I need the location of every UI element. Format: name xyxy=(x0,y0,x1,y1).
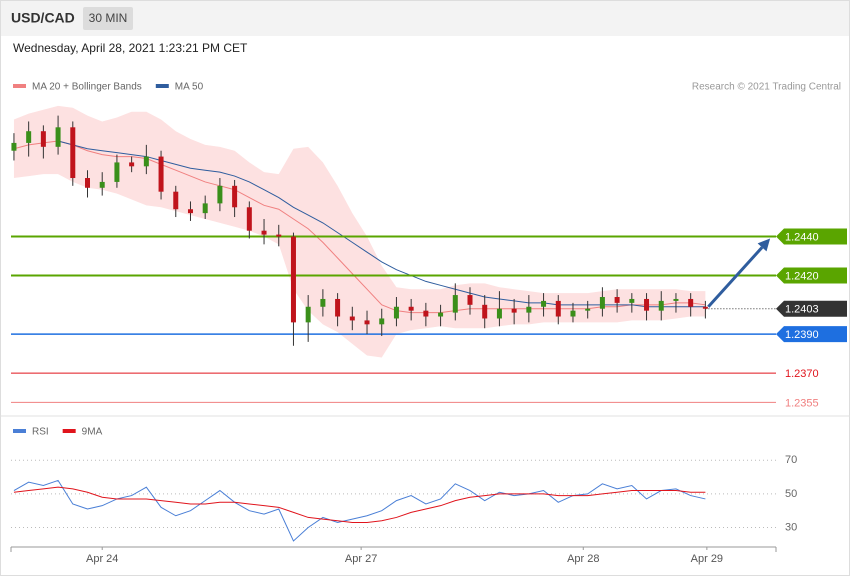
y-tick-label: 50 xyxy=(785,488,797,500)
bollinger-band xyxy=(13,105,706,358)
level-tag xyxy=(776,267,847,284)
candle-body xyxy=(40,131,46,147)
candle-body xyxy=(629,298,635,303)
candle-body xyxy=(99,181,105,188)
candle-body xyxy=(217,185,223,204)
candle-body xyxy=(673,298,679,301)
candle-body xyxy=(585,308,591,311)
candle-body xyxy=(129,162,135,167)
candle-body xyxy=(438,312,444,317)
candle-body xyxy=(452,295,458,313)
candle-body xyxy=(482,304,488,319)
candle-body xyxy=(467,295,473,305)
legend-swatch xyxy=(155,84,169,88)
candle-body xyxy=(276,234,282,237)
candle-body xyxy=(496,308,502,319)
level-label: 1.2355 xyxy=(785,397,819,409)
candle-body xyxy=(261,230,267,235)
candle-body xyxy=(526,306,532,313)
candle-body xyxy=(702,306,708,309)
candle-body xyxy=(335,298,341,317)
forecast-arrow xyxy=(707,246,764,308)
legend-swatch xyxy=(13,84,26,88)
source: Research © 2021 Trading Central xyxy=(692,82,841,93)
candle-body xyxy=(85,178,90,188)
level-label: 1.2370 xyxy=(785,368,819,380)
candle-body xyxy=(379,318,385,325)
rsi-line xyxy=(13,486,706,523)
candle-body xyxy=(393,306,399,319)
candle-body xyxy=(599,297,605,309)
legend-swatch xyxy=(62,429,76,433)
candle-body xyxy=(305,306,311,323)
candle-body xyxy=(555,300,561,317)
candle-body xyxy=(364,320,370,325)
x-tick-label: Apr 28 xyxy=(567,553,599,565)
level-tag xyxy=(776,228,847,245)
candle-body xyxy=(511,308,517,313)
candle-body xyxy=(290,236,296,323)
header-bar xyxy=(0,0,850,36)
timeframe-box xyxy=(83,7,133,30)
candle-body xyxy=(246,207,252,231)
ma-line xyxy=(13,140,706,314)
level-label: 1.2440 xyxy=(785,231,819,243)
candle-body xyxy=(70,127,76,179)
candle-body xyxy=(688,298,694,307)
legend-label: MA 50 xyxy=(175,82,204,93)
candle-body xyxy=(173,191,179,210)
arrow-head xyxy=(757,238,771,252)
x-tick-label: Apr 27 xyxy=(345,553,377,565)
rsi-line xyxy=(13,479,706,542)
y-tick-label: 70 xyxy=(785,454,797,466)
candle-body xyxy=(202,203,208,214)
legend-label: 9MA xyxy=(82,427,103,438)
candle-body xyxy=(349,316,355,321)
level-tag xyxy=(776,326,847,343)
x-tick-label: Apr 24 xyxy=(86,553,118,565)
candle-body xyxy=(320,298,326,307)
level-label: 1.2390 xyxy=(785,329,819,341)
candle-body xyxy=(644,298,650,311)
candle-body xyxy=(423,310,429,317)
candle-body xyxy=(187,209,193,214)
candle-body xyxy=(11,142,17,151)
candle-body xyxy=(541,300,547,307)
legend-label: MA 20 + Bollinger Bands xyxy=(32,82,142,93)
candle-body xyxy=(143,156,149,167)
chart-title: USD/CAD xyxy=(11,10,75,26)
candle-body xyxy=(408,306,414,311)
level-tag xyxy=(776,300,847,317)
candle-body xyxy=(114,162,120,182)
candle-body xyxy=(570,310,576,317)
candle-body xyxy=(614,297,620,303)
level-label: 1.2420 xyxy=(785,270,819,282)
timeframe: 30 MIN xyxy=(89,11,128,25)
candle-body xyxy=(55,127,61,147)
legend-swatch xyxy=(13,429,26,433)
candle-body xyxy=(232,185,238,208)
legend-label: RSI xyxy=(32,427,49,438)
subtitle: Wednesday, April 28, 2021 1:23:21 PM CET xyxy=(13,41,248,55)
candle-body xyxy=(26,131,32,143)
level-label: 1.2403 xyxy=(785,304,819,316)
x-tick-label: Apr 29 xyxy=(691,553,723,565)
ma-line xyxy=(57,140,706,308)
y-tick-label: 30 xyxy=(785,521,797,533)
candle-body xyxy=(658,300,664,311)
candle-body xyxy=(158,156,164,192)
